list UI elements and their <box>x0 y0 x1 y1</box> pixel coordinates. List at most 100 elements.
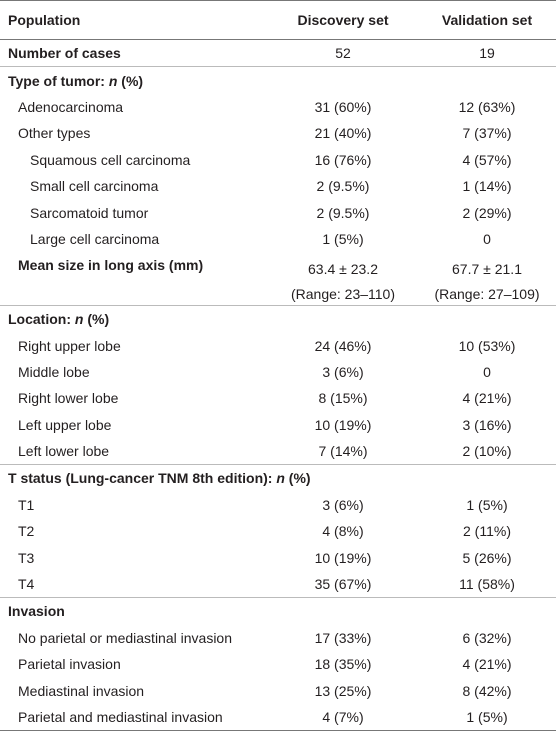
value-cell: 7 (14%) <box>318 443 368 460</box>
table-row: T3 10 (19%) 5 (26%) <box>0 544 556 570</box>
row-label: Left upper lobe <box>18 416 112 433</box>
value-cell: 67.7 ± 21.1 (Range: 27–109) <box>418 257 556 307</box>
value-cell: 18 (35%) <box>314 656 372 673</box>
text-part: n <box>108 72 118 89</box>
text-part: (%) <box>117 72 144 89</box>
text-part: 63.4 ± 23.2 <box>308 261 378 278</box>
table-row: Other types 21 (40%) 7 (37%) <box>0 120 556 146</box>
row-label: T status (Lung-cancer TNM 8th edition): … <box>0 470 311 486</box>
value-cell: 11 (58%) <box>459 576 515 593</box>
value-cell: 12 (63%) <box>458 98 516 115</box>
text-part: Type of tumor: <box>8 72 109 89</box>
value-cell: 3 (16%) <box>462 416 512 433</box>
value-cell: 1 (5%) <box>322 230 364 247</box>
value-cell: 17 (33%) <box>314 629 372 646</box>
row-label: Type of tumor: n (%) <box>0 73 268 89</box>
table-row: Mediastinal invasion 13 (25%) 8 (42%) <box>0 677 556 703</box>
value-cell: 4 (57%) <box>462 151 512 168</box>
row-label: No parietal or mediastinal invasion <box>18 629 232 646</box>
value-cell: 4 (21%) <box>462 656 512 673</box>
row-label: Right lower lobe <box>18 390 119 407</box>
text-part: (%) <box>284 470 311 487</box>
table-row: Large cell carcinoma 1 (5%) 0 <box>0 226 556 252</box>
table-row: Adenocarcinoma 31 (60%) 12 (63%) <box>0 94 556 120</box>
table-row: No parietal or mediastinal invasion 17 (3… <box>0 625 556 651</box>
value-cell: 0 <box>483 363 491 380</box>
value-cell: 10 (53%) <box>458 337 516 354</box>
value-cell: 52 <box>335 45 351 62</box>
text-part: 67.7 ± 21.1 <box>452 261 522 278</box>
row-label: Right upper lobe <box>18 337 121 354</box>
value-cell: 4 (7%) <box>322 708 364 725</box>
table-row: Middle lobe 3 (6%) 0 <box>0 359 556 385</box>
row-label: Parietal and mediastinal invasion <box>18 708 223 725</box>
table-row: T4 35 (67%) 11 (58%) <box>0 571 556 597</box>
value-cell: 4 (21%) <box>462 390 512 407</box>
table-row: Sarcomatoid tumor 2 (9.5%) 2 (29%) <box>0 199 556 225</box>
value-cell: 3 (6%) <box>322 496 364 513</box>
row-label: Middle lobe <box>18 363 90 380</box>
value-cell: 2 (9.5%) <box>316 204 370 221</box>
table-row: Right upper lobe 24 (46%) 10 (53%) <box>0 332 556 358</box>
text-part: (Range: 27–109) <box>434 286 540 303</box>
value-cell: 1 (5%) <box>466 708 508 725</box>
value-cell: 1 (5%) <box>466 496 508 513</box>
row-label: Mean size in long axis (mm) <box>18 257 204 274</box>
table-row: Parietal invasion 18 (35%) 4 (21%) <box>0 651 556 677</box>
table-row: Parietal and mediastinal invasion 4 (7%) 1… <box>0 704 556 730</box>
row-label: Squamous cell carcinoma <box>30 151 191 168</box>
value-cell: 10 (19%) <box>314 549 372 566</box>
row-label: Location: n (%) <box>0 311 268 327</box>
table-row: Small cell carcinoma 2 (9.5%) 1 (14%) <box>0 173 556 199</box>
table-row: T1 3 (6%) 1 (5%) <box>0 492 556 518</box>
value-cell: 24 (46%) <box>314 337 372 354</box>
text-part: T status (Lung-cancer TNM 8th edition): <box>8 470 277 487</box>
value-cell: 2 (9.5%) <box>316 178 370 195</box>
table-row: Left lower lobe 7 (14%) 2 (10%) <box>0 438 556 464</box>
table-row: T2 4 (8%) 2 (11%) <box>0 518 556 544</box>
value-cell: 0 <box>483 230 491 247</box>
row-label: Left lower lobe <box>18 443 110 460</box>
value-cell: 1 (14%) <box>462 178 512 195</box>
value-cell: 2 (29%) <box>462 204 512 221</box>
row-label: Sarcomatoid tumor <box>30 204 149 221</box>
row-label: Invasion <box>8 603 65 620</box>
table-row: Left upper lobe 10 (19%) 3 (16%) <box>0 411 556 437</box>
value-cell: 3 (6%) <box>322 363 364 380</box>
text-part: (Range: 23–110) <box>290 286 396 303</box>
row-label: T4 <box>18 576 35 593</box>
value-cell: 21 (40%) <box>314 125 372 142</box>
header-cell: Discovery set <box>297 12 389 28</box>
value-cell: 10 (19%) <box>314 416 372 433</box>
table-row: Squamous cell carcinoma 16 (76%) 4 (57%) <box>0 147 556 173</box>
value-cell: 6 (32%) <box>462 629 512 646</box>
value-cell: 35 (67%) <box>314 576 372 593</box>
row-label: T3 <box>18 549 35 566</box>
table-row: Location: n (%) <box>0 304 556 332</box>
value-cell: 8 (42%) <box>462 682 512 699</box>
value-cell: 19 <box>479 45 495 62</box>
table-row: Right lower lobe 8 (15%) 4 (21%) <box>0 385 556 411</box>
table-row: T status (Lung-cancer TNM 8th edition): … <box>0 464 556 491</box>
row-label: T1 <box>18 496 35 513</box>
value-cell: 13 (25%) <box>314 682 372 699</box>
row-label: Large cell carcinoma <box>30 230 160 247</box>
row-label: Parietal invasion <box>18 656 121 673</box>
value-cell: 8 (15%) <box>318 390 368 407</box>
header-row: Population Discovery set Validation set <box>0 1 556 40</box>
value-cell: 31 (60%) <box>314 98 372 115</box>
value-cell: 63.4 ± 23.2 (Range: 23–110) <box>268 257 418 307</box>
row-label: Small cell carcinoma <box>30 178 159 195</box>
row-label: Mediastinal invasion <box>18 682 145 699</box>
header-cell: Validation set <box>441 12 533 28</box>
value-cell: 2 (11%) <box>463 523 511 540</box>
row-label: Adenocarcinoma <box>18 98 124 115</box>
value-cell: 7 (37%) <box>462 125 512 142</box>
text-part: Location: <box>8 311 75 328</box>
table-row: Number of cases 52 19 <box>0 40 556 66</box>
text-part: n <box>74 311 84 328</box>
row-label: Other types <box>18 125 91 142</box>
row-label: Number of cases <box>8 45 121 62</box>
